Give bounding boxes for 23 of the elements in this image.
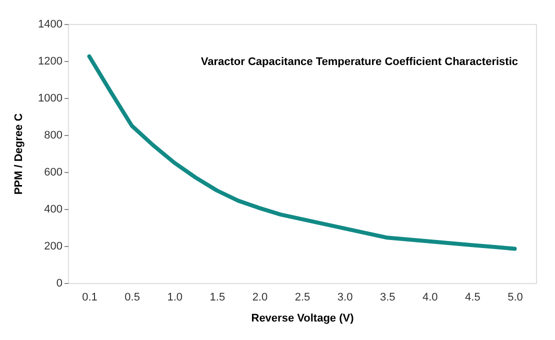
y-tick-label: 1000 (38, 92, 62, 104)
y-tick-label: 600 (44, 166, 62, 178)
x-tick-label: 0.1 (82, 292, 98, 304)
y-tick-label: 1400 (38, 18, 62, 30)
x-tick-label: 1.0 (167, 292, 183, 304)
line-series (87, 54, 517, 251)
x-axis-title: Reverse Voltage (V) (251, 312, 354, 324)
y-tick-label: 1200 (38, 56, 62, 68)
x-tick-label: 5.0 (508, 292, 523, 304)
y-axis-title: PPM / Degree C (13, 113, 26, 195)
y-tick-label: 800 (44, 130, 62, 142)
x-tick-label: 2.0 (252, 292, 268, 304)
x-tick-label: 3.0 (337, 292, 353, 304)
x-tick-label: 3.5 (380, 292, 396, 304)
x-tick-label: 2.5 (294, 292, 310, 304)
y-tick-label: 0 (56, 278, 62, 290)
y-tick-label: 400 (44, 204, 62, 216)
x-tick-label: 0.5 (124, 292, 140, 304)
y-tick-label: 200 (44, 240, 62, 252)
x-tick-label: 4.0 (422, 292, 438, 304)
text: Varactor Capacitance Temperature Coefficient Characteristic (200, 56, 518, 68)
x-tick-label: 4.5 (465, 292, 480, 304)
x-tick-label: 1.5 (210, 292, 226, 304)
